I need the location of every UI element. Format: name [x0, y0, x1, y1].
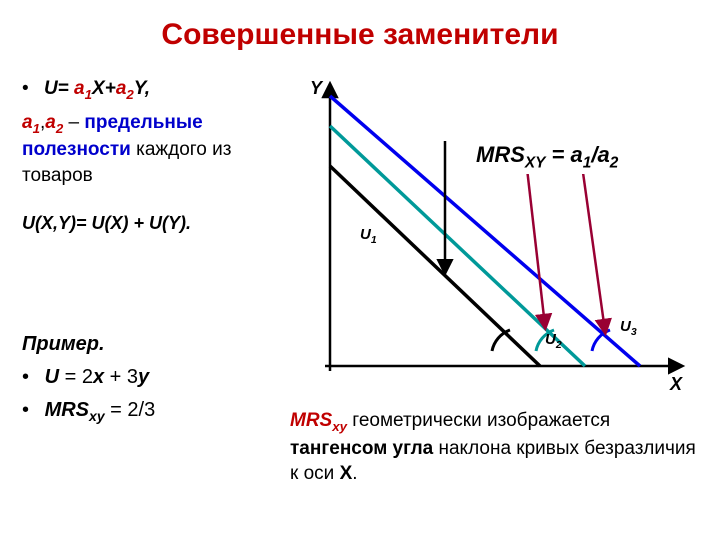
marginal-utility-text: a1,a2 – предельные полезности каждого из…	[22, 110, 282, 189]
example-block: Пример. U = 2x + 3y MRSxy = 2/3	[22, 330, 282, 430]
additive-equation: U(X,Y)= U(X) + U(Y).	[22, 211, 282, 235]
slide-title: Совершенные заменители	[0, 0, 720, 52]
u3-label: U3	[620, 318, 637, 338]
u2-label: U2	[545, 331, 562, 351]
arrow-to-u2	[525, 151, 545, 326]
formula-block: U= a1X+a2Y, a1,a2 – предельные полезност…	[22, 76, 282, 241]
arrow-to-u3	[580, 151, 605, 331]
mrs-formula: MRSXY = a1/a2	[470, 140, 624, 174]
example-line-1: U = 2x + 3y	[22, 363, 282, 392]
example-line-2: MRSxy = 2/3	[22, 396, 282, 426]
utility-formula: U= a1X+a2Y,	[22, 76, 282, 104]
y-axis-label: Y	[310, 78, 322, 99]
geometric-caption: MRSxy геометрически изображается тангенс…	[290, 408, 700, 487]
example-heading: Пример.	[22, 330, 282, 359]
x-axis-label: X	[670, 374, 682, 395]
line-u1	[330, 166, 540, 366]
indifference-chart: Y X U1 U2 U3	[300, 76, 700, 396]
u1-label: U1	[360, 226, 377, 246]
